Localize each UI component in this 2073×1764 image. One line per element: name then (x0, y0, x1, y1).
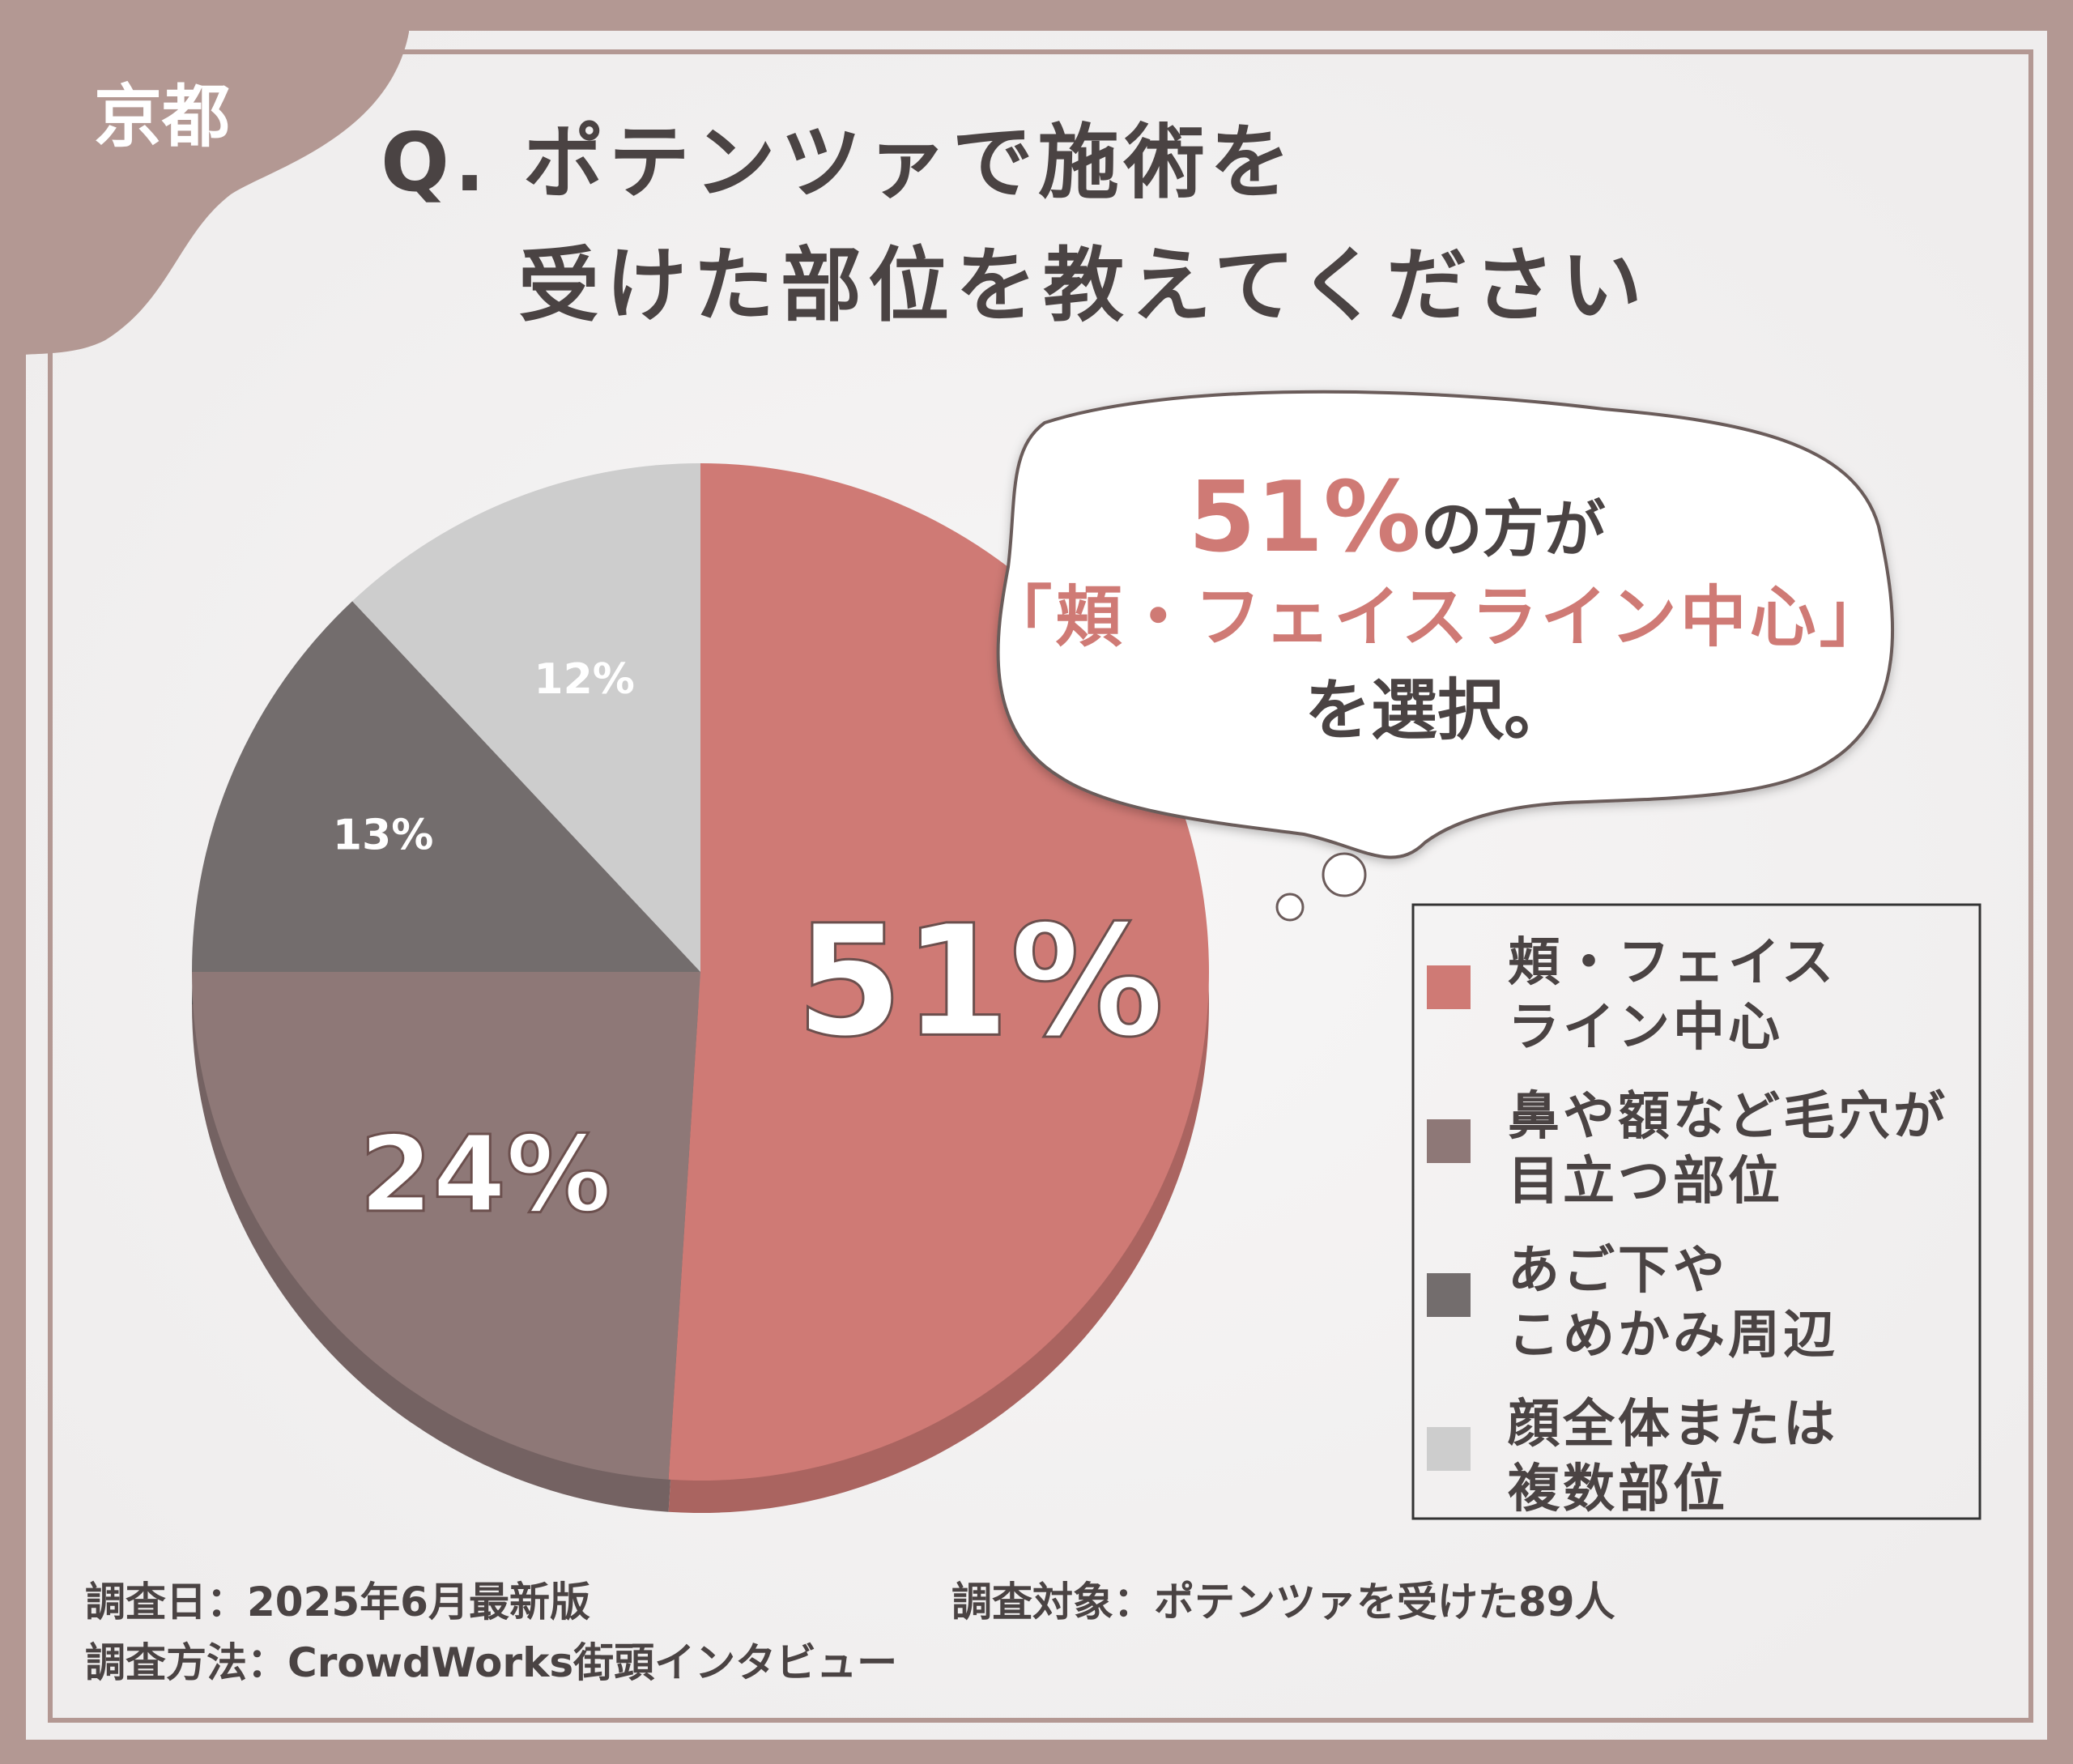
footer-method: 調査方法：CrowdWorks街頭インタビュー (85, 1639, 897, 1686)
question-line-1: Q. ポテンツァで施術を (381, 115, 1296, 210)
bubble-dot-small (1275, 893, 1305, 922)
corner-tab (0, 0, 409, 356)
legend-swatch-2 (1427, 1119, 1471, 1163)
legend-label-4-line-1: 顔全体または (1508, 1395, 1838, 1455)
legend-swatch-4 (1427, 1427, 1471, 1471)
callout-suffix: の方が (1421, 493, 1606, 565)
legend-label-3-line-1: あご下や (1508, 1241, 1728, 1301)
pie-label-2: 24% (360, 1113, 611, 1236)
pie-chart: 51% 24% 13% 12% (192, 463, 1210, 1513)
question-line-2: 受けた部位を教えてください (518, 238, 1649, 333)
pie-slice-3 (192, 601, 700, 972)
legend-label-4-line-2: 複数部位 (1508, 1459, 1728, 1519)
bubble-dot-large (1322, 852, 1367, 897)
callout-percent: 51% (1188, 462, 1420, 574)
pie-label-1: 51% (796, 892, 1164, 1071)
inner-border (48, 49, 2033, 1723)
region-label: 京都 (94, 77, 230, 156)
callout-line-1: 51%の方が (1188, 462, 1605, 574)
legend-box (1411, 903, 1981, 1520)
callout-line-3: を選択。 (1305, 672, 1570, 749)
footer-target: 調査対象：ポテンツァを受けた89人 (951, 1579, 1615, 1626)
legend-swatch-3 (1427, 1273, 1471, 1317)
legend-label-1-line-1: 頬・フェイス (1508, 933, 1837, 993)
pie-slice-2 (192, 972, 700, 1480)
legend-label-1-line-2: ライン中心 (1508, 998, 1783, 1058)
pie-slice-4 (352, 463, 700, 972)
callout-line-2: 「頬・フェイスライン中心」 (985, 579, 1889, 656)
bubble-body (996, 390, 1895, 859)
legend-label-2-line-1: 鼻や額など毛穴が (1508, 1087, 1948, 1147)
legend-swatch-1 (1427, 965, 1471, 1009)
legend: 頬・フェイスライン中心鼻や額など毛穴が目立つ部位あご下やこめかみ周辺顔全体または… (1411, 903, 1981, 1520)
legend-label-3-line-2: こめかみ周辺 (1508, 1306, 1838, 1366)
pie-label-4: 12% (534, 655, 634, 704)
footer-date: 調査日：2025年6月最新版 (85, 1579, 590, 1626)
pie-label-3: 13% (333, 812, 433, 860)
legend-label-2-line-2: 目立つ部位 (1508, 1152, 1783, 1212)
speech-bubble: 51%の方が 「頬・フェイスライン中心」 を選択。 (985, 390, 1895, 922)
